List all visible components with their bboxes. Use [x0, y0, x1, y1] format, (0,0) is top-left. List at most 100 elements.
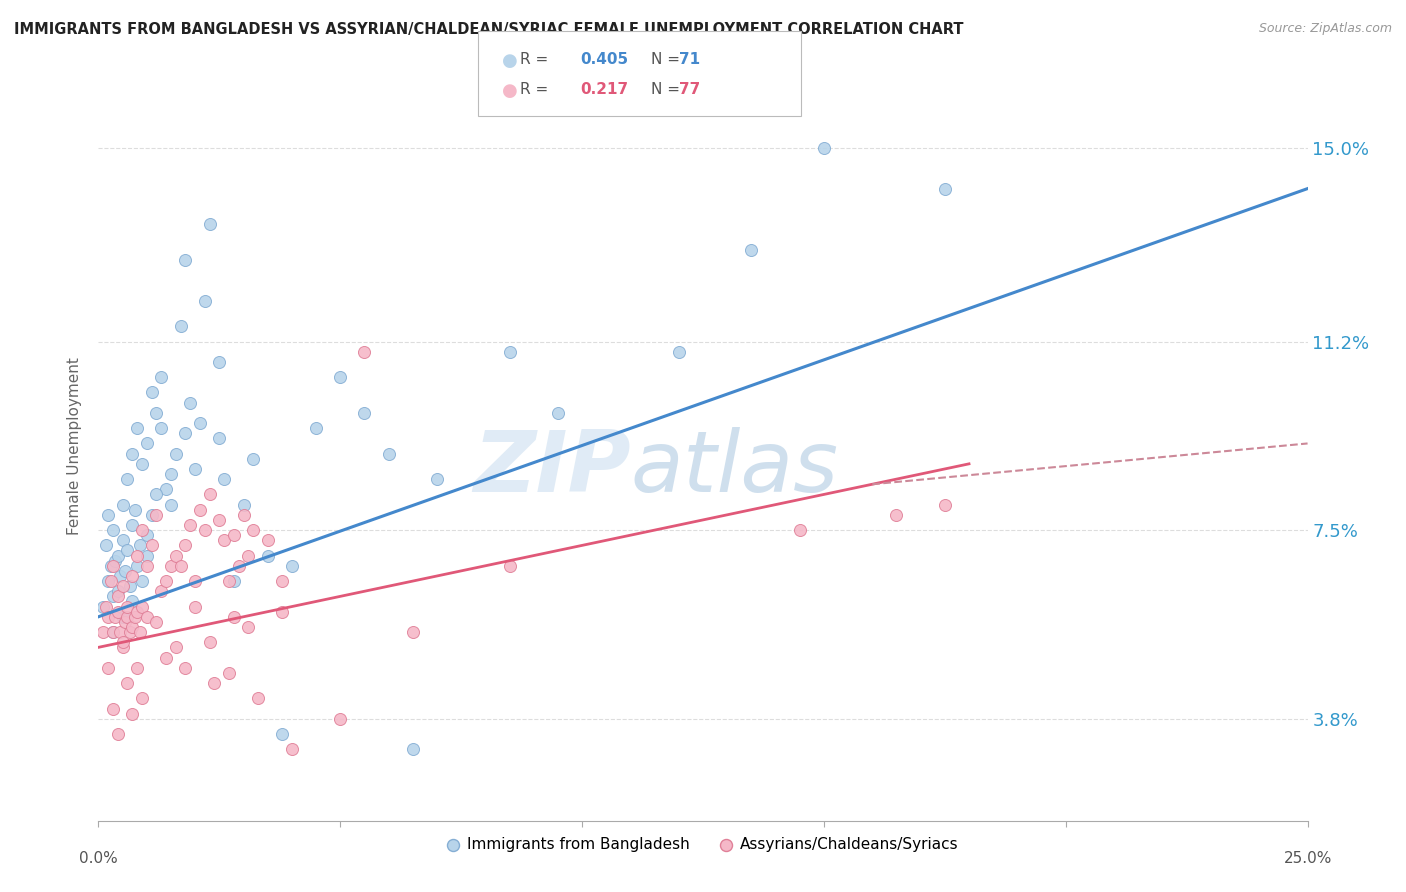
Point	[160, 498, 183, 512]
Point	[97, 574, 120, 588]
Point	[118, 625, 141, 640]
Point	[101, 701, 124, 715]
Point	[91, 599, 114, 614]
Text: ●: ●	[502, 82, 517, 100]
Point	[127, 558, 149, 573]
Point	[813, 141, 835, 155]
Point	[101, 523, 124, 537]
Point	[145, 487, 167, 501]
Point	[104, 554, 127, 568]
Text: IMMIGRANTS FROM BANGLADESH VS ASSYRIAN/CHALDEAN/SYRIAC FEMALE UNEMPLOYMENT CORRE: IMMIGRANTS FROM BANGLADESH VS ASSYRIAN/C…	[14, 22, 963, 37]
Text: 77: 77	[679, 82, 700, 97]
Point	[232, 498, 254, 512]
Point	[131, 599, 153, 614]
Point	[135, 558, 157, 573]
Point	[402, 625, 425, 640]
Point	[155, 650, 177, 665]
Point	[145, 615, 167, 629]
Point	[222, 528, 245, 542]
Point	[271, 605, 294, 619]
Point	[426, 472, 449, 486]
Point	[107, 727, 129, 741]
Point	[402, 742, 425, 756]
Point	[107, 549, 129, 563]
Point	[111, 609, 134, 624]
Point	[160, 558, 183, 573]
Point	[121, 447, 143, 461]
Point	[135, 528, 157, 542]
Point	[135, 436, 157, 450]
Point	[281, 742, 304, 756]
Point	[204, 676, 226, 690]
Point	[198, 635, 221, 649]
Point	[165, 640, 187, 655]
Point	[212, 472, 235, 486]
Text: R =: R =	[520, 52, 554, 67]
Point	[184, 574, 207, 588]
Point	[121, 620, 143, 634]
Point	[194, 523, 217, 537]
Point	[127, 661, 149, 675]
Point	[97, 508, 120, 522]
Point	[169, 319, 191, 334]
Point	[155, 483, 177, 497]
Point	[238, 620, 260, 634]
Point	[150, 584, 173, 599]
Point	[117, 599, 139, 614]
Point	[228, 558, 250, 573]
Text: atlas: atlas	[630, 427, 838, 510]
Point	[188, 502, 211, 516]
Point	[150, 421, 173, 435]
Text: ●: ●	[502, 52, 517, 70]
Point	[184, 462, 207, 476]
Point	[329, 370, 352, 384]
Point	[353, 406, 375, 420]
Point	[124, 609, 146, 624]
Point	[128, 538, 150, 552]
Point	[111, 635, 134, 649]
Y-axis label: Female Unemployment: Female Unemployment	[67, 357, 83, 535]
Point	[353, 344, 375, 359]
Point	[498, 558, 520, 573]
Point	[188, 416, 211, 430]
Point	[184, 599, 207, 614]
Point	[121, 518, 143, 533]
Point	[174, 538, 197, 552]
Point	[114, 615, 136, 629]
Text: Source: ZipAtlas.com: Source: ZipAtlas.com	[1258, 22, 1392, 36]
Point	[117, 472, 139, 486]
Point	[127, 421, 149, 435]
Point	[145, 508, 167, 522]
Point	[108, 625, 131, 640]
Point	[208, 355, 231, 369]
Point	[111, 609, 134, 624]
Point	[127, 549, 149, 563]
Point	[117, 543, 139, 558]
Text: 0.405: 0.405	[581, 52, 628, 67]
Point	[121, 569, 143, 583]
Point	[169, 558, 191, 573]
Point	[198, 217, 221, 231]
Point	[547, 406, 569, 420]
Point	[104, 609, 127, 624]
Point	[934, 181, 956, 195]
Point	[174, 661, 197, 675]
Point	[101, 625, 124, 640]
Point	[155, 574, 177, 588]
Point	[101, 558, 124, 573]
Point	[118, 579, 141, 593]
Point	[121, 706, 143, 721]
Point	[165, 549, 187, 563]
Point	[179, 395, 201, 409]
Point	[886, 508, 908, 522]
Point	[127, 605, 149, 619]
Point	[271, 727, 294, 741]
Point	[198, 487, 221, 501]
Text: R =: R =	[520, 82, 558, 97]
Point	[232, 508, 254, 522]
Point	[131, 457, 153, 471]
Point	[256, 549, 278, 563]
Legend: Immigrants from Bangladesh, Assyrians/Chaldeans/Syriacs: Immigrants from Bangladesh, Assyrians/Ch…	[441, 830, 965, 858]
Point	[135, 609, 157, 624]
Point	[247, 691, 270, 706]
